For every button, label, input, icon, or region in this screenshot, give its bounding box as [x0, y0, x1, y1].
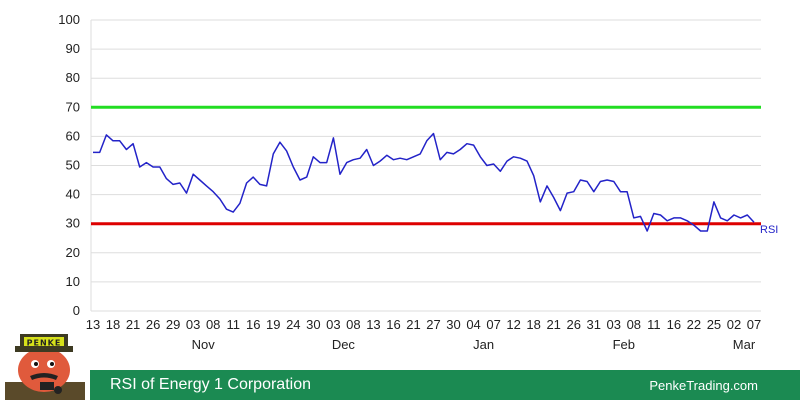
rsi-series: RSI — [93, 132, 778, 236]
x-tick-label: 16 — [667, 317, 681, 332]
x-tick-label: 19 — [266, 317, 280, 332]
x-tick-label: 08 — [627, 317, 641, 332]
x-tick-label: 03 — [326, 317, 340, 332]
x-tick-label: 16 — [386, 317, 400, 332]
x-tick-label: 13 — [86, 317, 100, 332]
footer-bar — [90, 370, 800, 400]
x-tick-label: 27 — [426, 317, 440, 332]
x-tick-label: 11 — [647, 317, 661, 332]
x-tick-label: 18 — [526, 317, 540, 332]
y-tick-label: 70 — [66, 99, 80, 114]
x-tick-label: 03 — [607, 317, 621, 332]
y-tick-label: 60 — [66, 128, 80, 143]
month-label: Dec — [332, 337, 356, 352]
month-label: Feb — [613, 337, 635, 352]
x-tick-label: 07 — [747, 317, 761, 332]
x-tick-label: 07 — [486, 317, 500, 332]
month-labels: Nov Dec Jan Feb Mar — [192, 337, 756, 352]
chart-title: RSI of Energy 1 Corporation — [110, 376, 311, 393]
x-tick-label: 25 — [707, 317, 721, 332]
y-tick-label: 50 — [66, 158, 80, 173]
y-tick-label: 90 — [66, 41, 80, 56]
month-label: Mar — [733, 337, 756, 352]
x-tick-label: 26 — [566, 317, 580, 332]
y-tick-label: 80 — [66, 70, 80, 85]
x-tick-label: 26 — [146, 317, 160, 332]
y-tick-label: 10 — [66, 274, 80, 289]
x-tick-label: 03 — [186, 317, 200, 332]
site-link[interactable]: PenkeTrading.com — [649, 378, 758, 393]
x-tick-label: 18 — [106, 317, 120, 332]
mascot-hat-text: PENKE — [27, 339, 62, 348]
month-label: Nov — [192, 337, 216, 352]
x-tick-label: 08 — [206, 317, 220, 332]
x-tick-label: 22 — [687, 317, 701, 332]
x-tick-label: 29 — [166, 317, 180, 332]
y-tick-label: 100 — [58, 12, 80, 27]
x-axis-ticks: 13 18 21 26 29 03 08 11 16 19 24 30 03 08 13 16 21 27 30 04… — [86, 317, 761, 332]
x-tick-label: 08 — [346, 317, 360, 332]
x-tick-label: 30 — [446, 317, 460, 332]
x-tick-label: 11 — [226, 317, 240, 332]
x-tick-label: 16 — [246, 317, 260, 332]
y-axis-ticks: 0 10 20 30 40 50 60 70 80 90 100 — [58, 12, 80, 318]
x-tick-label: 24 — [286, 317, 300, 332]
mascot-logo: PENKE — [5, 334, 85, 400]
x-tick-label: 31 — [587, 317, 601, 332]
x-tick-label: 12 — [506, 317, 520, 332]
x-tick-label: 13 — [366, 317, 380, 332]
grid-lines — [90, 19, 761, 312]
x-tick-label: 30 — [306, 317, 320, 332]
month-label: Jan — [473, 337, 494, 352]
y-tick-label: 20 — [66, 245, 80, 260]
rsi-line — [93, 132, 755, 232]
x-tick-label: 02 — [727, 317, 741, 332]
y-tick-label: 40 — [66, 187, 80, 202]
y-tick-label: 30 — [66, 216, 80, 231]
x-tick-label: 21 — [126, 317, 140, 332]
x-tick-label: 04 — [466, 317, 480, 332]
x-tick-label: 21 — [546, 317, 560, 332]
y-tick-label: 0 — [73, 303, 80, 318]
x-tick-label: 21 — [406, 317, 420, 332]
series-label-rsi: RSI — [760, 224, 778, 236]
